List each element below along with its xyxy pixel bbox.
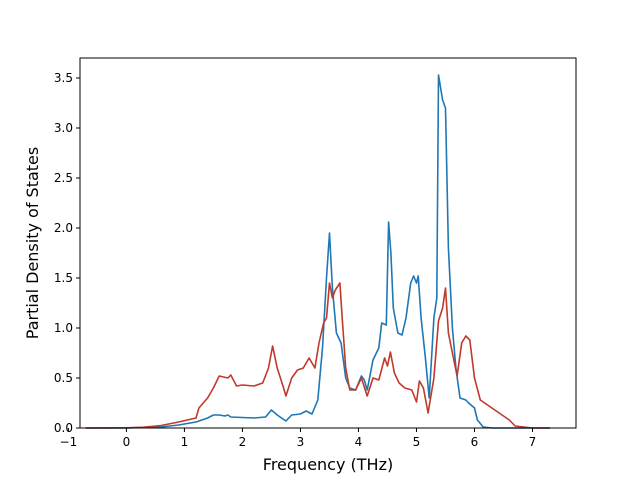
x-tick-label: 0 [123,435,131,449]
x-tick-label: 2 [239,435,247,449]
y-tick-label: 1.0 [54,321,73,335]
series-line-2 [85,282,550,429]
y-tick-label: 2.5 [54,171,73,185]
y-tick-label: 1.5 [54,271,73,285]
x-tick-label: −1 [60,435,78,449]
x-tick-label: 3 [297,435,305,449]
y-axis-label: Partial Density of States [23,147,42,339]
x-tick-label: 7 [529,435,537,449]
axes-frame [79,57,577,429]
x-axis-label: Frequency (THz) [263,455,393,474]
y-tick-label: 0.0 [54,421,73,435]
y-tick-label: 0.5 [54,371,73,385]
y-tick-label: 3.5 [54,71,73,85]
x-tick-label: 1 [181,435,189,449]
x-tick-label: 4 [355,435,363,449]
x-tick-label: 5 [413,435,421,449]
y-tick-label: 3.0 [54,121,73,135]
x-axis-ticks: −1 0 1 2 3 4 5 6 7 [60,428,537,449]
x-tick-label: 6 [471,435,479,449]
plot-area [85,74,550,429]
series-line-1 [85,74,550,429]
y-tick-label: 2.0 [54,221,73,235]
y-axis-ticks: 0.0 0.5 1.0 1.5 2.0 2.5 3.0 3.5 [54,71,80,435]
